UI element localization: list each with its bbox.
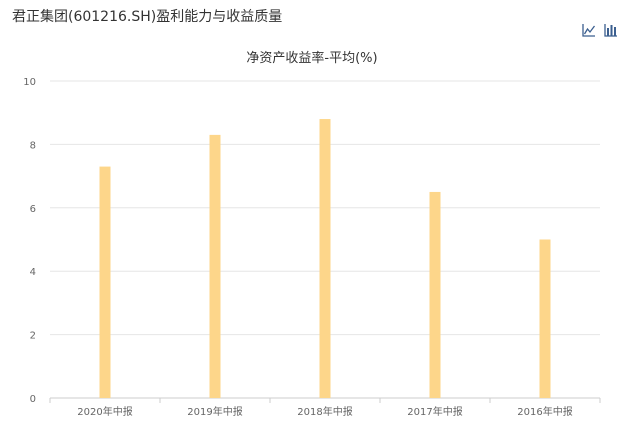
x-axis: 2020年中报 2019年中报 2018年中报 2017年中报 2016年中报 (49, 397, 601, 418)
x-tick-label: 2019年中报 (187, 405, 242, 418)
x-tick-label: 2017年中报 (407, 405, 462, 418)
line-chart-icon[interactable] (582, 23, 596, 37)
bar[interactable] (209, 134, 221, 398)
bar[interactable] (429, 191, 441, 398)
y-tick-label: 0 (30, 394, 36, 405)
x-tick-label: 2020年中报 (77, 405, 132, 418)
x-tick-label: 2018年中报 (297, 405, 352, 418)
bar[interactable] (539, 239, 551, 399)
x-tick-label: 2016年中报 (517, 405, 572, 418)
y-tick-label: 6 (30, 204, 36, 215)
bar-chart-icon[interactable] (604, 23, 618, 37)
bars (99, 119, 551, 399)
page-title: 君正集团(601216.SH)盈利能力与收益质量 (12, 9, 283, 25)
y-tick-label: 10 (23, 77, 36, 88)
chart-toolbar (582, 23, 618, 37)
y-tick-label: 4 (30, 267, 36, 278)
y-tick-label: 2 (30, 331, 36, 342)
y-tick-label: 8 (30, 140, 36, 151)
y-axis-ticks: 0 2 4 6 8 10 (23, 77, 36, 405)
chart-title: 净资产收益率-平均(%) (246, 50, 377, 66)
bar[interactable] (99, 166, 111, 398)
bar[interactable] (319, 119, 331, 398)
